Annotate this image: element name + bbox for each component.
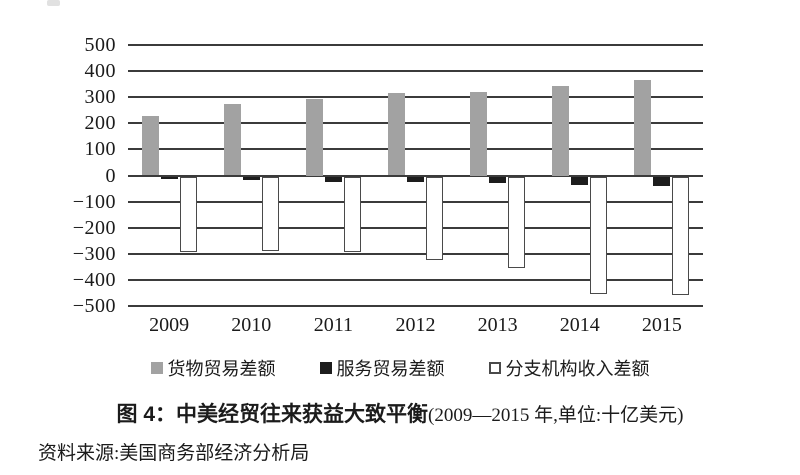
- gridline-400: [128, 70, 703, 73]
- gridline--500: [128, 305, 703, 307]
- x-tick-label-2011: 2011: [313, 314, 353, 336]
- gridline--100: [128, 200, 703, 203]
- plot-area: [128, 44, 703, 307]
- bar-goods-2010: [223, 104, 241, 176]
- legend-swatch-goods: [150, 362, 163, 374]
- bar-services-2012: [407, 176, 424, 182]
- gridline-0: [128, 174, 703, 177]
- legend-item-goods: 货物贸易差额: [150, 355, 276, 381]
- y-tick-label-500: 500: [84, 34, 116, 56]
- y-tick-label--200: −200: [72, 216, 116, 239]
- y-tick-label--400: −400: [72, 268, 116, 291]
- bar-services-2013: [489, 176, 507, 183]
- figure-title: 图 4：中美经贸往来获益大致平衡(2009—2015 年,单位:十亿美元): [0, 398, 800, 428]
- gridline--300: [128, 252, 703, 255]
- legend-item-services: 服务贸易差额: [319, 355, 445, 381]
- gridline--200: [128, 226, 703, 229]
- bar-services-2009: [160, 176, 178, 180]
- bar-goods-2014: [552, 85, 570, 176]
- figure-title-main: 图 4：中美经贸往来获益大致平衡: [116, 403, 429, 426]
- bar-branch-income-2014: [590, 176, 608, 294]
- legend-item-branch-income: 分支机构收入差额: [488, 355, 650, 381]
- bar-goods-2015: [634, 79, 652, 176]
- gridline-100: [128, 148, 703, 151]
- x-tick-label-2012: 2012: [395, 314, 436, 336]
- gridline-200: [128, 122, 703, 125]
- legend-label-services: 服务贸易差额: [336, 359, 445, 379]
- bar-branch-income-2013: [508, 176, 526, 268]
- chart-legend: 货物贸易差额 服务贸易差额 分支机构收入差额: [0, 355, 800, 381]
- bar-branch-income-2011: [343, 176, 361, 253]
- y-tick-label--500: −500: [72, 295, 116, 317]
- bar-branch-income-2009: [179, 176, 197, 253]
- y-tick-label-200: 200: [84, 112, 116, 135]
- x-tick-label-2014: 2014: [559, 314, 600, 336]
- y-axis-labels: 500 400 300 200 100 0 −100 −200 −300 −400 −500: [20, 34, 116, 317]
- crop-artifact: [47, 0, 60, 6]
- y-tick-label--300: −300: [72, 242, 116, 265]
- bar-branch-income-2010: [261, 176, 279, 251]
- legend-label-branch-income: 分支机构收入差额: [505, 359, 650, 379]
- bar-goods-2009: [141, 116, 159, 176]
- y-tick-label--100: −100: [72, 190, 116, 213]
- figure-title-paren: (2009—2015 年,单位:十亿美元): [428, 405, 684, 426]
- x-tick-label-2010: 2010: [231, 314, 272, 336]
- gridline-500: [128, 44, 703, 46]
- bar-services-2014: [571, 176, 589, 186]
- source-note: 资料来源:美国商务部经济分析局: [38, 443, 310, 464]
- bar-goods-2011: [305, 98, 323, 176]
- legend-swatch-services: [319, 362, 332, 374]
- bar-services-2011: [324, 176, 342, 182]
- bar-goods-2013: [470, 92, 488, 176]
- x-axis-labels: 2009 2010 2011 2012 2013 2014 2015: [128, 312, 703, 338]
- y-tick-label-400: 400: [84, 60, 116, 83]
- gridline-300: [128, 96, 703, 99]
- x-tick-label-2013: 2013: [477, 314, 518, 336]
- bar-branch-income-2015: [672, 176, 690, 296]
- bar-goods-2012: [388, 93, 405, 176]
- y-tick-label-100: 100: [84, 138, 116, 161]
- y-tick-label-0: 0: [105, 164, 116, 187]
- y-tick-label-300: 300: [84, 86, 116, 109]
- gridline--400: [128, 278, 703, 281]
- x-tick-label-2015: 2015: [641, 314, 682, 336]
- bar-services-2015: [653, 176, 671, 187]
- x-tick-label-2009: 2009: [149, 314, 190, 336]
- legend-swatch-branch-income: [488, 362, 501, 374]
- legend-label-goods: 货物贸易差额: [167, 359, 276, 379]
- bar-branch-income-2012: [426, 176, 443, 260]
- bar-services-2010: [242, 176, 260, 181]
